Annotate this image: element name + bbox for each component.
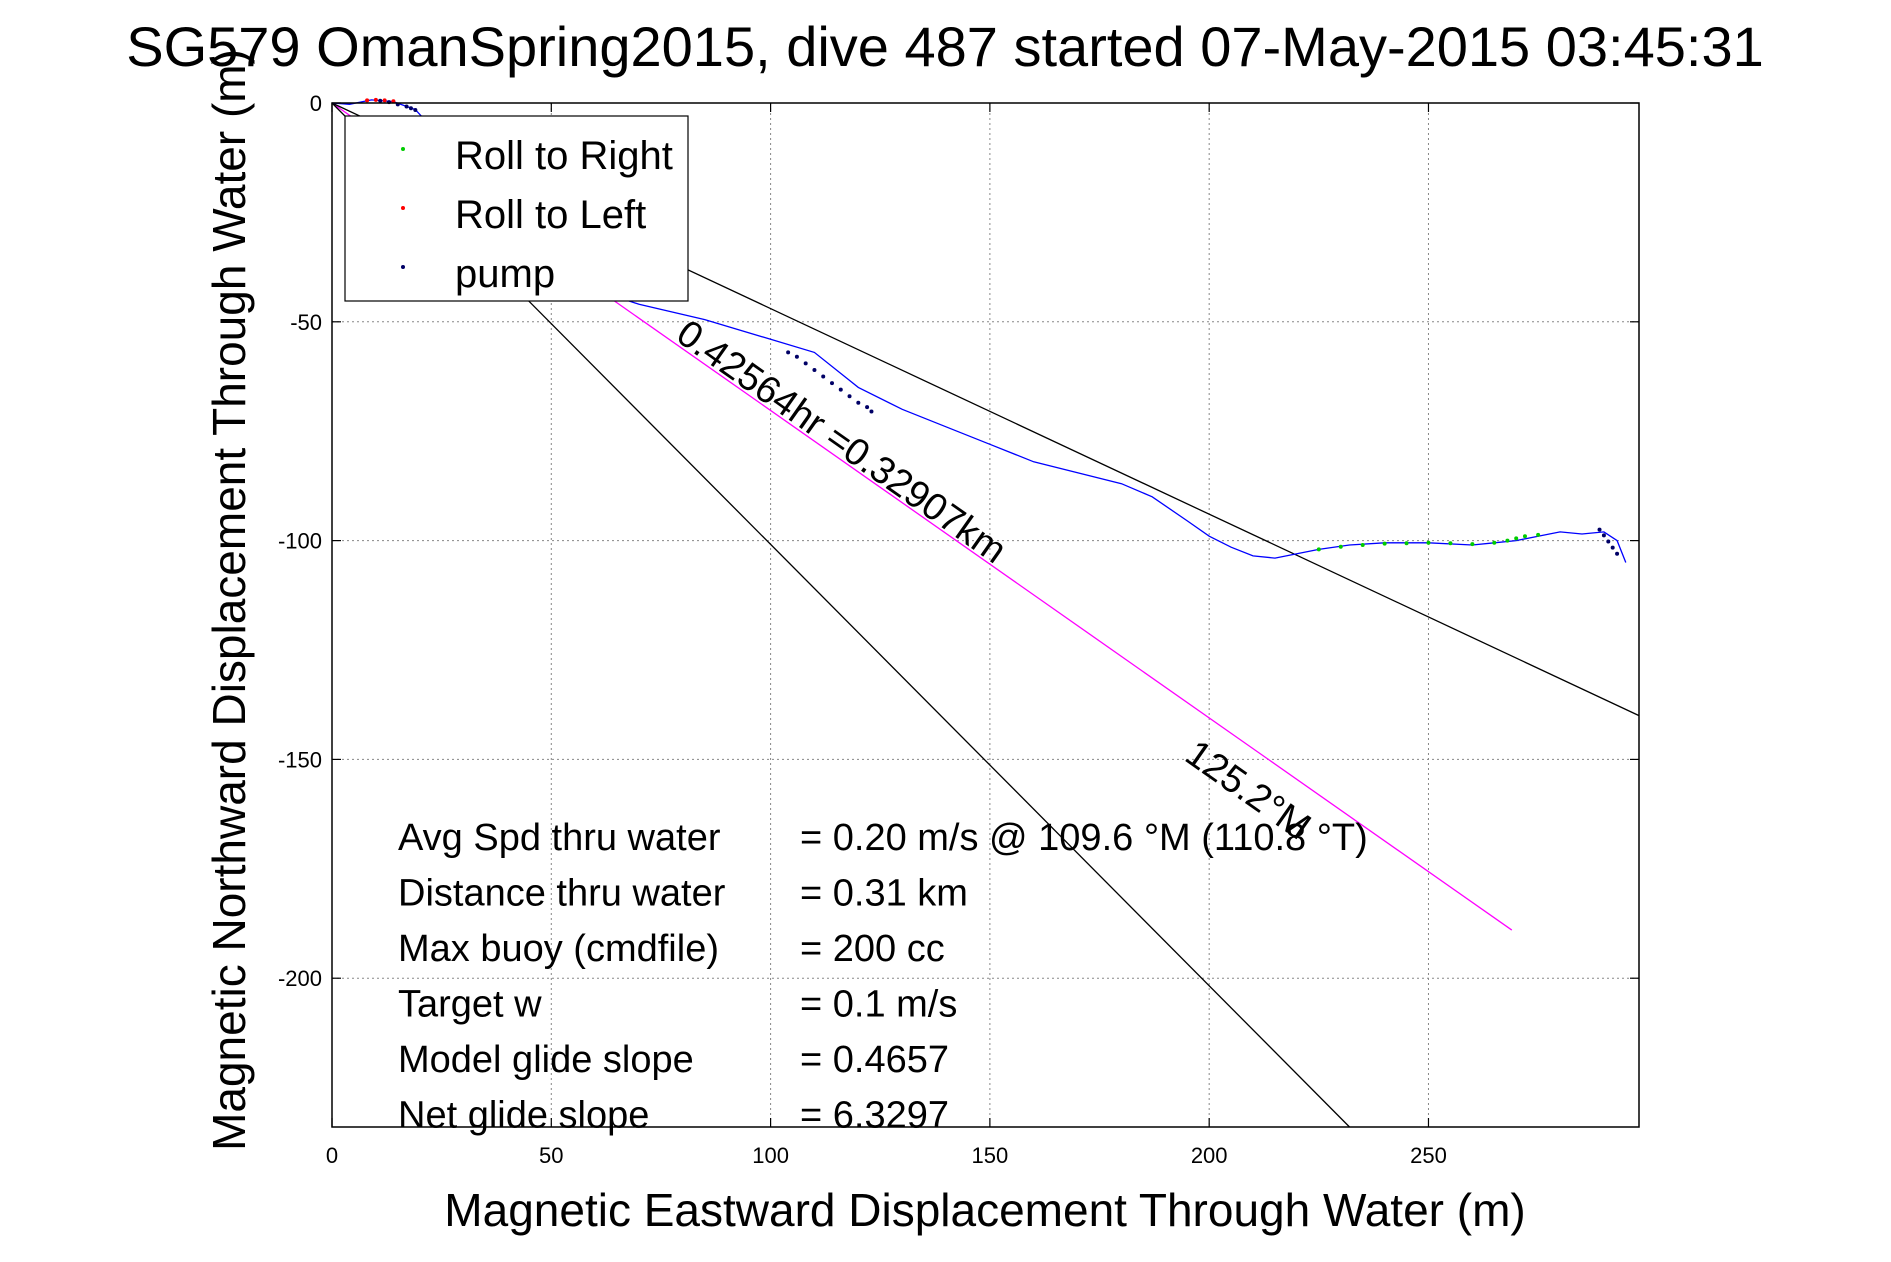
y-axis-title: Magnetic Northward Displacement Through …	[203, 49, 255, 1151]
marker-roll-to-right	[1404, 541, 1409, 546]
stat-label: Target w	[398, 984, 542, 1026]
marker-roll-to-right	[1514, 536, 1519, 541]
marker-pump	[821, 374, 826, 379]
y-tick-label: -200	[278, 966, 322, 991]
x-tick-label: 250	[1410, 1143, 1447, 1168]
x-tick-label: 200	[1191, 1143, 1228, 1168]
x-tick-label: 0	[326, 1143, 338, 1168]
marker-pump	[786, 350, 791, 355]
marker-pump	[794, 354, 799, 359]
marker-pump	[413, 108, 418, 113]
marker-roll-to-right	[1316, 547, 1321, 552]
legend: Roll to Right Roll to Left pump	[344, 115, 689, 302]
y-tick-label: 0	[310, 91, 322, 116]
marker-roll-to-right	[1492, 540, 1497, 545]
marker-pump	[1615, 551, 1620, 556]
stats-block: Avg Spd thru water = 0.20 m/s @ 109.6 °M …	[398, 817, 1368, 1137]
y-tick-label: -50	[290, 310, 322, 335]
marker-pump	[838, 387, 843, 392]
marker-pump	[803, 361, 808, 366]
stat-label: Net glide slope	[398, 1095, 649, 1137]
marker-roll-to-right	[1448, 541, 1453, 546]
marker-roll-to-right	[1536, 532, 1541, 537]
stat-value: = 200 cc	[800, 928, 945, 970]
marker-roll-to-left	[373, 97, 378, 102]
marker-roll-to-right	[1470, 542, 1475, 547]
marker-roll-to-left	[391, 99, 396, 104]
marker-pump	[408, 106, 413, 111]
stat-label: Distance thru water	[398, 873, 726, 915]
stat-value: = 0.31 km	[800, 873, 968, 915]
legend-marker	[401, 206, 405, 210]
marker-roll-to-left	[365, 98, 370, 103]
stat-value: = 0.20 m/s @ 109.6 °M (110.8 °T)	[800, 817, 1368, 859]
x-axis-title: Magnetic Eastward Displacement Through W…	[444, 1184, 1525, 1236]
y-tick-label: -100	[278, 529, 322, 554]
stat-label: Model glide slope	[398, 1039, 694, 1081]
stat-value: = 0.4657	[800, 1039, 949, 1081]
marker-pump	[404, 104, 409, 109]
legend-marker	[401, 265, 405, 269]
marker-pump	[378, 98, 383, 103]
marker-pump	[865, 405, 870, 410]
chart-title: SG579 OmanSpring2015, dive 487 started 0…	[126, 15, 1764, 78]
marker-pump	[856, 400, 861, 405]
legend-label: Roll to Left	[455, 193, 646, 237]
marker-roll-to-right	[1522, 534, 1527, 539]
marker-pump	[869, 409, 874, 414]
marker-roll-to-right	[1360, 542, 1365, 547]
marker-pump	[812, 367, 817, 372]
marker-roll-to-right	[1505, 538, 1510, 543]
marker-roll-to-right	[1426, 540, 1431, 545]
x-axis-ticks: 0 50 100 150 200 250	[326, 103, 1447, 1168]
marker-pump	[829, 381, 834, 386]
stat-value: = 0.1 m/s	[800, 984, 957, 1026]
stat-value: = 6.3297	[800, 1095, 949, 1137]
legend-label: Roll to Right	[455, 134, 673, 178]
y-axis-ticks: 0 -50 -100 -150 -200	[278, 91, 1639, 991]
plot-frame	[331, 102, 1640, 1128]
marker-pump	[1597, 527, 1602, 532]
marker-pump	[847, 394, 852, 399]
legend-label: pump	[455, 252, 555, 296]
marker-pump	[1610, 545, 1615, 550]
x-tick-label: 100	[752, 1143, 789, 1168]
marker-pump	[1601, 533, 1606, 538]
marker-roll-to-left	[382, 98, 387, 103]
legend-marker	[401, 147, 405, 151]
x-tick-label: 150	[972, 1143, 1009, 1168]
y-tick-label: -150	[278, 747, 322, 772]
stat-label: Avg Spd thru water	[398, 817, 721, 859]
stat-label: Max buoy (cmdfile)	[398, 928, 719, 970]
marker-roll-to-right	[1382, 541, 1387, 546]
x-tick-label: 50	[539, 1143, 563, 1168]
marker-pump	[1606, 539, 1611, 544]
marker-roll-to-right	[1338, 544, 1343, 549]
